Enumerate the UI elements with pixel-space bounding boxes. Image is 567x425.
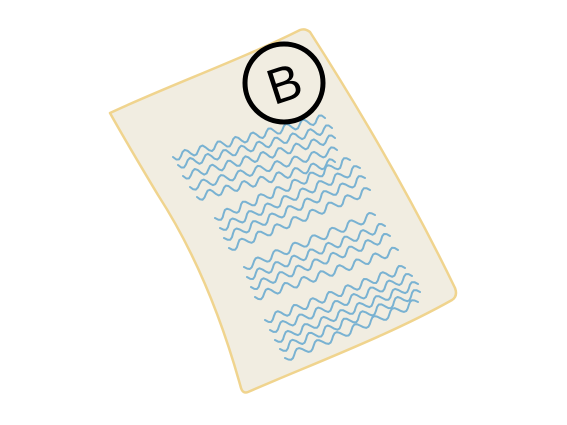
scribble-line — [219, 165, 361, 231]
scribble-line — [196, 158, 336, 201]
scribble-line — [246, 223, 386, 280]
scribble-line — [284, 299, 419, 361]
scribble-line — [254, 246, 399, 301]
scribble-line — [228, 187, 371, 251]
scribble-line — [189, 146, 338, 191]
scribble-text-lines — [172, 114, 421, 361]
grade-circle — [242, 41, 326, 125]
scribble-line — [264, 265, 406, 323]
scribble-line — [214, 157, 351, 221]
scribble-line — [269, 273, 413, 333]
scribble-line — [279, 289, 421, 352]
scribble-line — [177, 124, 333, 169]
scribble-line — [172, 114, 326, 161]
paper-sheet — [108, 28, 458, 394]
scribble-line — [223, 175, 366, 241]
scribble-line — [250, 233, 391, 290]
scribble-line — [274, 281, 419, 343]
scribble-line — [243, 212, 376, 270]
scribble-line — [182, 134, 336, 180]
